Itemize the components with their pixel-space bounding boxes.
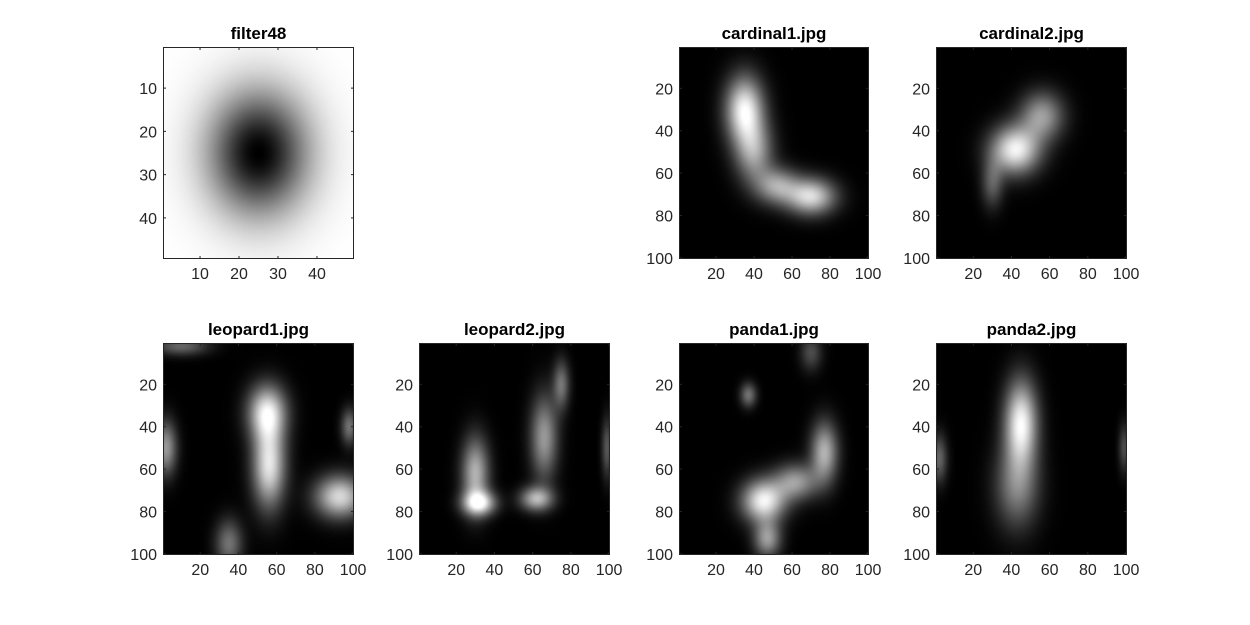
y-tick-label: 100 (646, 251, 673, 268)
subplot-title: cardinal2.jpg (979, 24, 1084, 43)
y-tick-label: 100 (130, 547, 157, 564)
y-tick-label: 40 (912, 124, 930, 141)
y-tick-label: 100 (386, 547, 413, 564)
y-tick-label: 60 (395, 462, 413, 479)
subplot-title: filter48 (231, 24, 287, 43)
x-tick-label: 60 (783, 562, 801, 579)
x-tick-label: 80 (821, 266, 839, 283)
y-tick-label: 20 (139, 124, 157, 141)
subplot-7: panda2.jpg 20 40 60 80 100 20 40 60 80 100 (903, 320, 1139, 579)
heatmap-image (679, 343, 869, 555)
x-tick-label: 20 (964, 266, 982, 283)
subplot-title: leopard1.jpg (208, 320, 309, 339)
x-tick-label: 100 (596, 562, 623, 579)
axes-frame (679, 343, 869, 555)
x-tick-label: 40 (308, 266, 326, 283)
y-tick-label: 40 (395, 420, 413, 437)
subplot-1: filter48 10 20 30 40 10 20 30 40 (139, 24, 354, 283)
x-tick-label: 20 (964, 562, 982, 579)
y-tick-label: 40 (655, 420, 673, 437)
subplot-title: panda2.jpg (987, 320, 1077, 339)
axes-layer: filter48 10 20 30 40 10 20 30 40 cardinal1.jpg 20 4… (130, 24, 1139, 579)
x-tick-label: 80 (821, 562, 839, 579)
y-tick-label: 80 (655, 209, 673, 226)
axes-frame (163, 343, 354, 555)
x-tick-label: 80 (306, 562, 324, 579)
x-tick-label: 80 (562, 562, 580, 579)
axes-frame (936, 47, 1127, 259)
subplot-4: leopard1.jpg 20 40 60 80 100 20 40 60 80 100 (130, 320, 366, 579)
x-tick-label: 40 (745, 562, 763, 579)
y-tick-label: 20 (912, 81, 930, 98)
axes-frame (419, 343, 610, 555)
y-tick-label: 30 (139, 168, 157, 185)
x-tick-label: 40 (1003, 562, 1021, 579)
x-tick-label: 20 (191, 562, 209, 579)
heatmap-image (163, 47, 354, 259)
heatmap-image (163, 343, 354, 555)
x-tick-label: 10 (191, 266, 209, 283)
x-tick-label: 40 (745, 266, 763, 283)
x-tick-label: 60 (268, 562, 286, 579)
x-tick-label: 40 (1003, 266, 1021, 283)
y-tick-label: 60 (655, 166, 673, 183)
x-tick-label: 40 (230, 562, 248, 579)
y-tick-label: 60 (912, 166, 930, 183)
heatmap-image (936, 343, 1127, 555)
y-tick-label: 100 (903, 251, 930, 268)
subplot-3: cardinal2.jpg 20 40 60 80 100 20 40 60 80 100 (903, 24, 1139, 283)
axes-frame (163, 47, 354, 259)
y-tick-label: 20 (655, 377, 673, 394)
x-tick-label: 20 (230, 266, 248, 283)
y-tick-label: 80 (912, 209, 930, 226)
x-tick-label: 20 (707, 266, 725, 283)
x-tick-label: 20 (707, 562, 725, 579)
x-tick-label: 60 (1041, 562, 1059, 579)
y-tick-label: 20 (139, 377, 157, 394)
x-tick-label: 100 (1113, 562, 1140, 579)
x-tick-label: 30 (269, 266, 287, 283)
x-tick-label: 100 (340, 562, 367, 579)
subplot-5: leopard2.jpg 20 40 60 80 100 20 40 60 80 100 (386, 320, 622, 579)
y-tick-label: 40 (655, 124, 673, 141)
y-tick-label: 100 (646, 547, 673, 564)
heatmap-image (679, 47, 869, 259)
y-tick-label: 60 (912, 462, 930, 479)
x-tick-label: 20 (447, 562, 465, 579)
heatmap-image (936, 47, 1127, 259)
y-tick-label: 80 (395, 505, 413, 522)
y-tick-label: 20 (395, 377, 413, 394)
y-tick-label: 60 (655, 462, 673, 479)
subplot-title: panda1.jpg (729, 320, 819, 339)
y-tick-label: 80 (655, 505, 673, 522)
x-tick-label: 60 (524, 562, 542, 579)
subplot-2: cardinal1.jpg 20 40 60 80 100 20 40 60 80 100 (646, 24, 881, 283)
y-tick-label: 10 (139, 81, 157, 98)
axes-frame (679, 47, 869, 259)
x-tick-label: 100 (855, 562, 882, 579)
x-tick-label: 40 (486, 562, 504, 579)
x-tick-label: 60 (783, 266, 801, 283)
subplot-6: panda1.jpg 20 40 60 80 100 20 40 60 80 100 (646, 320, 881, 579)
y-tick-label: 40 (139, 420, 157, 437)
subplot-title: cardinal1.jpg (722, 24, 827, 43)
y-tick-label: 40 (912, 420, 930, 437)
x-tick-label: 80 (1079, 266, 1097, 283)
x-tick-label: 80 (1079, 562, 1097, 579)
heatmap-image (419, 343, 610, 555)
y-tick-label: 80 (912, 505, 930, 522)
y-tick-label: 40 (139, 211, 157, 228)
y-tick-label: 80 (139, 505, 157, 522)
x-tick-label: 100 (1113, 266, 1140, 283)
subplot-title: leopard2.jpg (464, 320, 565, 339)
x-tick-label: 100 (855, 266, 882, 283)
y-tick-label: 20 (912, 377, 930, 394)
y-tick-label: 100 (903, 547, 930, 564)
axes-frame (936, 343, 1127, 555)
y-tick-label: 60 (139, 462, 157, 479)
y-tick-label: 20 (655, 81, 673, 98)
x-tick-label: 60 (1041, 266, 1059, 283)
